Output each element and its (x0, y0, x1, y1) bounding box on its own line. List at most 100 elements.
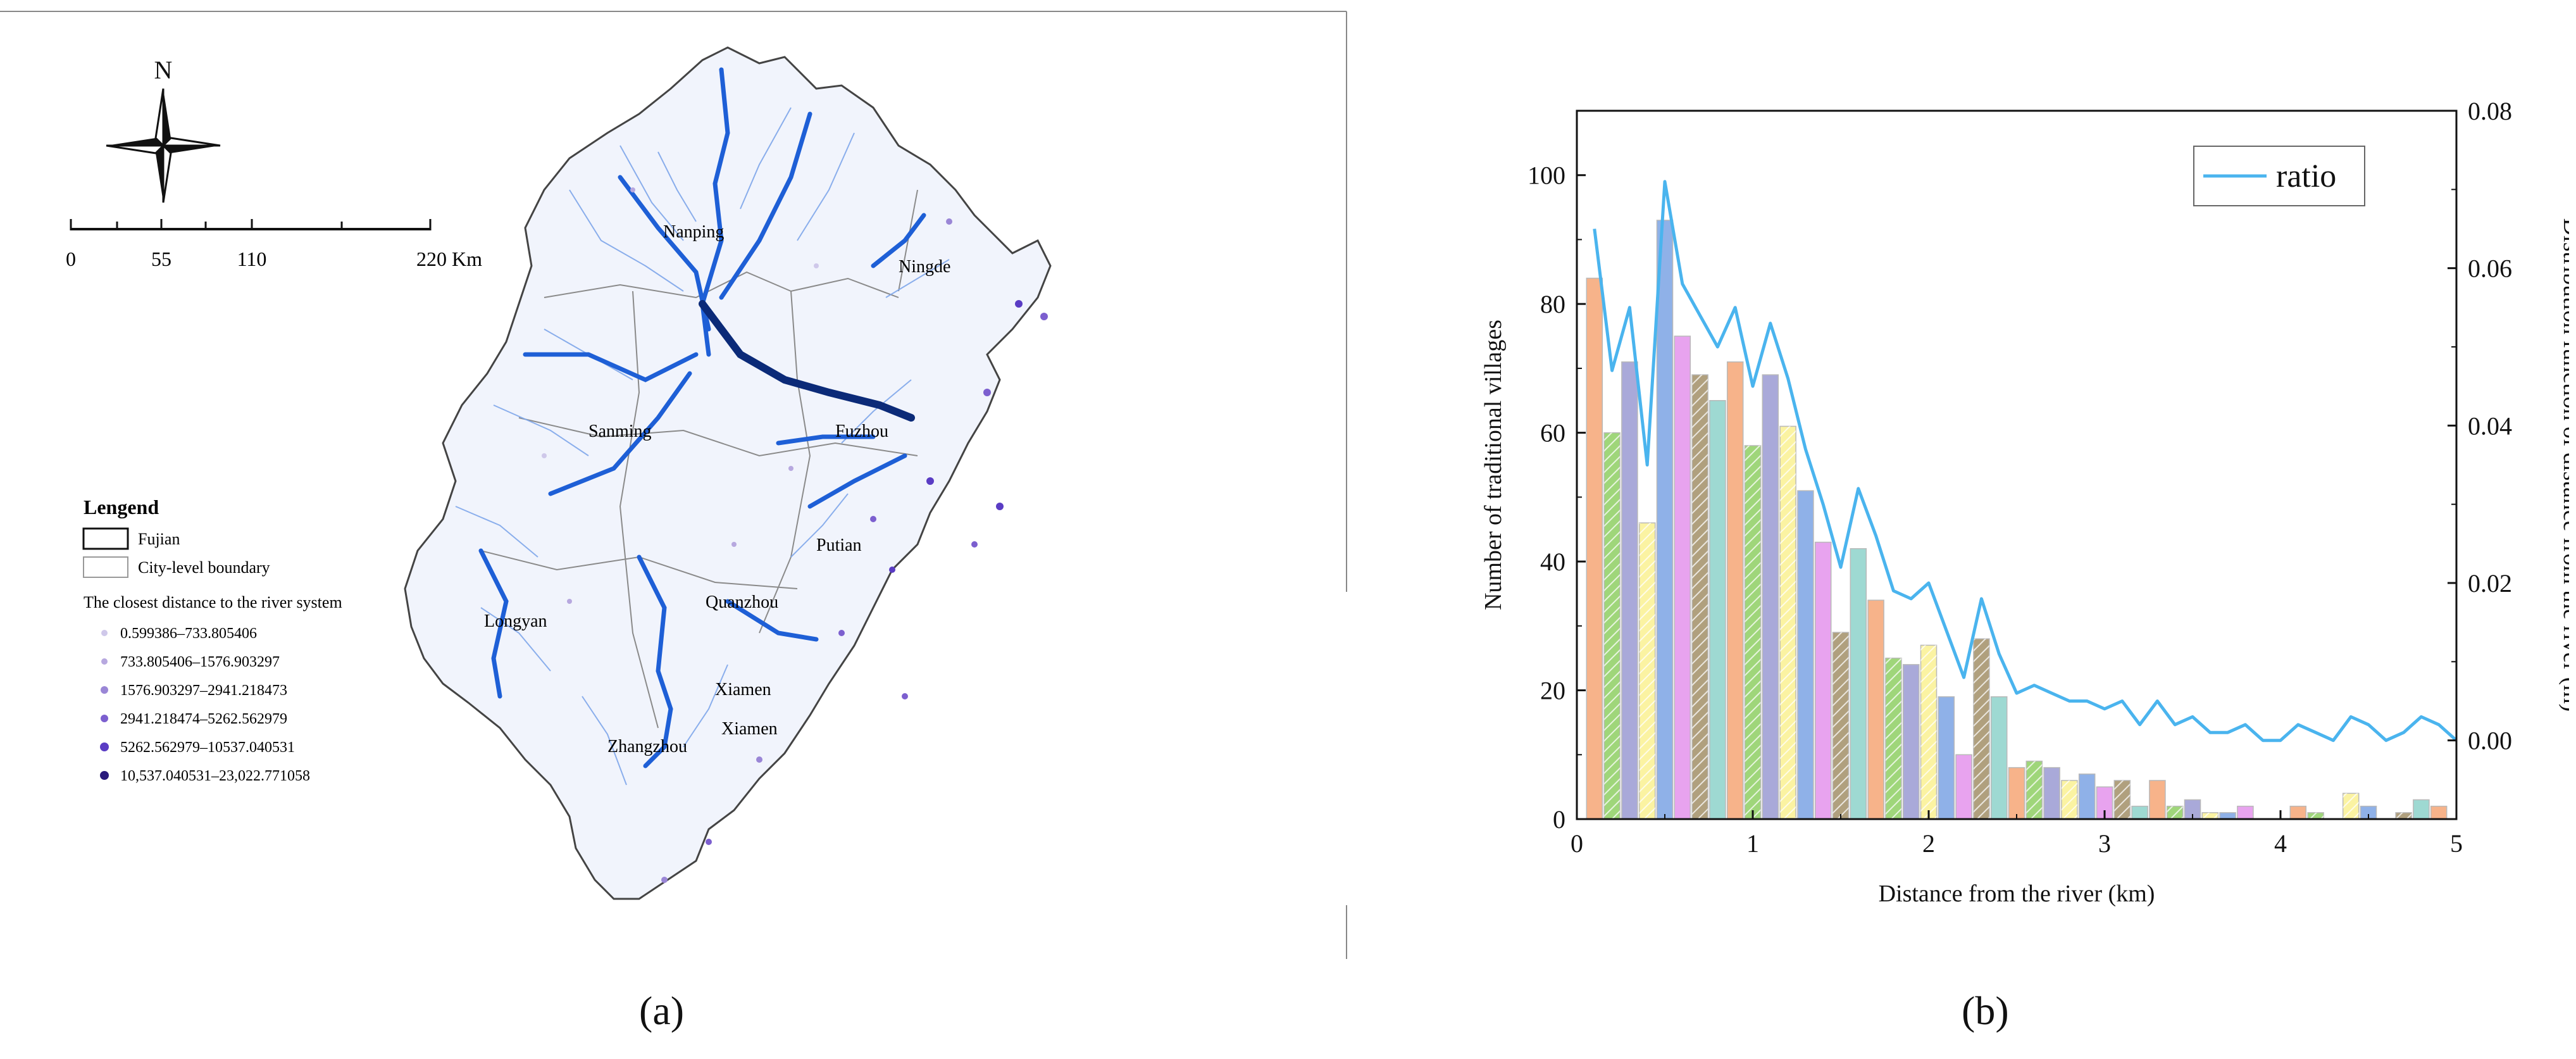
y-tick-label: 80 (1540, 290, 1565, 318)
scale-bar (70, 219, 432, 230)
legend-city-label: City-level boundary (138, 558, 270, 577)
x-tick-label: 3 (2098, 829, 2111, 858)
city-label-xiamen-1: Xiamen (715, 680, 771, 699)
y-tick-label: 0 (1553, 805, 1565, 834)
y-right-tick-label: 0.04 (2468, 411, 2512, 440)
bar-1.1 (1762, 374, 1779, 820)
bar-0.3 (1621, 361, 1638, 820)
city-label-ningde: Ningde (899, 257, 950, 277)
bar-3.3 (2149, 780, 2166, 820)
bar-2.7 (2043, 767, 2060, 820)
legend-title: Lengend (84, 496, 159, 518)
village-points (542, 187, 1048, 883)
legend-class-dot-1 (101, 630, 108, 636)
x-tick-label: 0 (1571, 829, 1583, 858)
bar-hatch-4.7 (2396, 812, 2412, 819)
bar-1.4 (1814, 541, 1832, 820)
bar-2.5 (2008, 767, 2025, 820)
legend-class-dot-5 (100, 743, 109, 751)
bar-hatch-2.3 (1973, 639, 1989, 819)
bar-hatch-3.4 (2167, 806, 2183, 819)
plot-frame (1576, 110, 2458, 820)
bar-hatch-2.8 (2061, 780, 2077, 819)
bar-2.1 (1938, 696, 1955, 820)
y-tick-label: 60 (1540, 419, 1565, 448)
bar-hatch-0.2 (1604, 432, 1621, 819)
rivers (478, 67, 926, 768)
main-river-dark (699, 300, 915, 422)
map-legend: Lengend Fujian City-level boundary The c… (82, 496, 342, 784)
legend-class-label-1: 0.599386–733.805406 (120, 625, 257, 642)
north-arrow-icon (106, 88, 221, 203)
bar-2.2 (1955, 754, 1972, 820)
bar-hatch-1.5 (1832, 632, 1849, 819)
bar-hatch-1.2 (1780, 426, 1796, 819)
y-right-tick-label: 0.00 (2468, 727, 2512, 755)
city-label-longyan: Longyan (484, 611, 547, 631)
y-axis-right-label: Distribution function of distance from t… (2558, 218, 2569, 712)
bar-hatch-0.7 (1692, 375, 1708, 819)
scale-tick-0: 0 (66, 248, 76, 270)
legend-ratio-label: ratio (2276, 158, 2336, 194)
bar-1.9 (1902, 664, 1920, 820)
y-right-tick-label: 0.08 (2468, 97, 2512, 125)
bar-0.8 (1709, 400, 1726, 820)
bar-hatch-0.4 (1639, 523, 1655, 819)
bar-hatch-2.6 (2026, 761, 2043, 819)
y-tick-label: 20 (1540, 677, 1565, 705)
bar-3.2 (2131, 805, 2148, 820)
panel-label-a: (a) (639, 988, 685, 1033)
y-tick-label: 100 (1528, 161, 1565, 190)
ratio-line (1593, 180, 2458, 743)
y-right-tick-label: 0.06 (2468, 254, 2512, 283)
city-label-putian: Putian (816, 536, 862, 555)
bar-4.8 (2413, 799, 2430, 820)
legend-class-label-4: 2941.218474–5262.562979 (120, 711, 287, 727)
bar-1.3 (1797, 490, 1814, 820)
tributaries (455, 107, 950, 786)
scale-tick-110: 110 (237, 248, 267, 270)
panel-label-b: (b) (1962, 988, 2009, 1033)
chart-panel: 0 1 2 3 4 5 0 20 40 60 80 100 0.00 0.02 0.04 0.06 0.08 D… (1480, 97, 2569, 907)
bar-hatch-3.6 (2202, 812, 2218, 819)
bar-hatch-3.1 (2114, 780, 2131, 819)
city-label-nanping: Nanping (663, 222, 724, 242)
bar-0.1 (1586, 277, 1603, 820)
x-axis-label: Distance from the river (km) (1879, 880, 2155, 907)
chart-legend: ratio (2193, 146, 2365, 206)
x-tick-label: 1 (1746, 829, 1759, 858)
bar-4.9 (2430, 805, 2448, 820)
x-tick-label: 4 (2274, 829, 2287, 858)
legend-class-dot-3 (101, 686, 108, 694)
legend-city-swatch (83, 556, 128, 578)
city-label-zhangzhou: Zhangzhou (607, 737, 687, 756)
x-tick-label: 5 (2450, 829, 2463, 858)
bar-2.4 (1990, 696, 2008, 820)
north-label: N (154, 56, 173, 84)
scale-tick-55: 55 (151, 248, 171, 270)
legend-class-label-5: 5262.562979–10537.040531 (120, 739, 295, 756)
legend-class-dot-4 (101, 715, 108, 722)
city-label-fuzhou: Fuzhou (835, 422, 888, 441)
legend-class-label-6: 10,537.040531–23,022.771058 (120, 768, 310, 784)
bar-hatch-1 (1745, 445, 1761, 819)
y-right-tick-label: 0.02 (2468, 569, 2512, 598)
city-label-sanming: Sanming (588, 422, 652, 441)
y-axis-label: Number of traditional villages (1480, 320, 1507, 610)
legend-distance-title: The closest distance to the river system (84, 593, 342, 611)
bar-0.9 (1726, 361, 1744, 820)
bar-1.6 (1850, 548, 1867, 820)
bar-hatch-4.2 (2308, 812, 2324, 819)
legend-fujian-label: Fujian (138, 530, 180, 548)
scale-tick-220: 220 Km (416, 248, 482, 270)
x-tick-label: 2 (1922, 829, 1935, 858)
bar-4.1 (2289, 805, 2307, 820)
map-panel: N 0 55 110 220 Km (0, 11, 1347, 959)
bar-1.7 (1867, 599, 1884, 820)
bar-3.7 (2219, 812, 2236, 820)
bar-2.9 (2078, 774, 2096, 820)
bar-0.6 (1674, 335, 1691, 820)
legend-class-dot-6 (100, 771, 109, 780)
legend-class-label-2: 733.805406–1576.903297 (120, 654, 280, 670)
